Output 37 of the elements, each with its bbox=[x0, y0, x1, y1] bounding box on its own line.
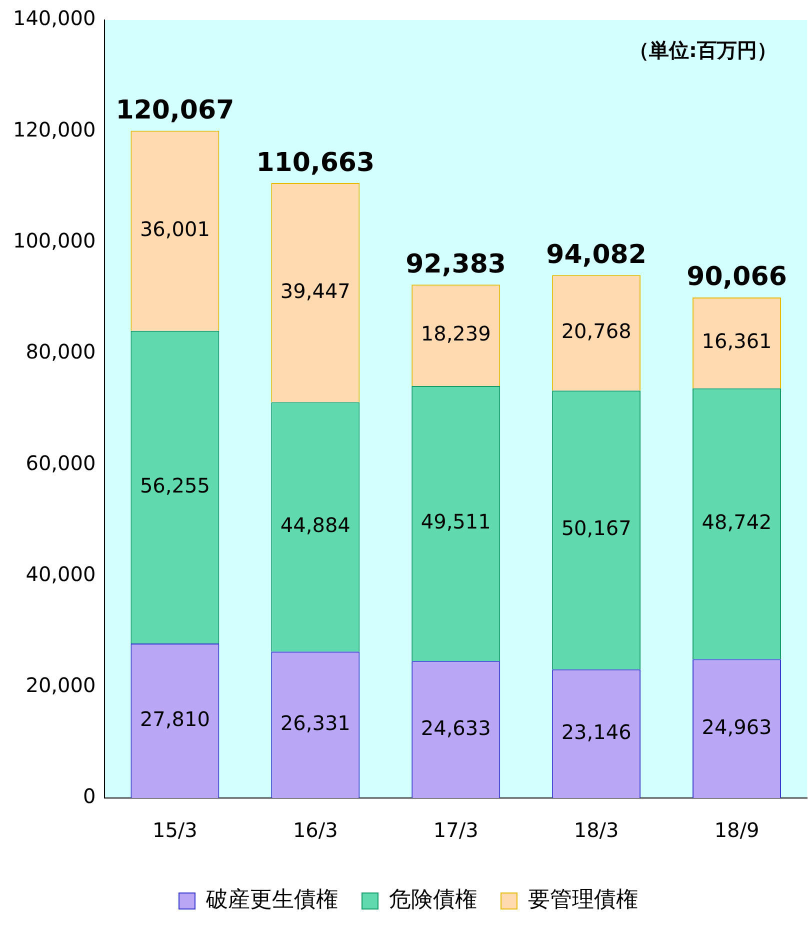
data-label: 36,001 bbox=[140, 217, 210, 242]
x-tick-label: 18/3 bbox=[574, 818, 619, 842]
data-label: 24,633 bbox=[420, 716, 491, 740]
data-label: 39,447 bbox=[280, 278, 350, 303]
data-label: 26,331 bbox=[280, 711, 350, 736]
data-label: 24,963 bbox=[702, 714, 772, 739]
legend-label: 要管理債権 bbox=[528, 888, 638, 913]
data-label: 44,884 bbox=[280, 513, 350, 538]
y-tick-label: 20,000 bbox=[26, 673, 96, 698]
data-label: 20,768 bbox=[561, 319, 632, 344]
y-tick-label: 0 bbox=[82, 784, 96, 808]
data-label: 27,810 bbox=[140, 706, 210, 731]
total-label: 110,663 bbox=[256, 148, 375, 178]
total-label: 94,082 bbox=[546, 240, 646, 270]
total-label: 90,066 bbox=[686, 262, 787, 292]
legend-label: 破産更生債権 bbox=[205, 888, 338, 913]
x-tick-label: 15/3 bbox=[152, 818, 198, 842]
y-tick-label: 60,000 bbox=[26, 450, 96, 475]
data-label: 49,511 bbox=[420, 510, 491, 534]
y-tick-label: 80,000 bbox=[26, 340, 96, 364]
total-label: 120,067 bbox=[116, 96, 234, 126]
y-tick-label: 120,000 bbox=[12, 117, 96, 142]
data-label: 50,167 bbox=[561, 516, 632, 540]
x-tick-label: 18/9 bbox=[714, 818, 760, 842]
data-label: 16,361 bbox=[702, 329, 772, 354]
legend-label: 危険債権 bbox=[389, 888, 477, 913]
y-tick-label: 40,000 bbox=[26, 562, 96, 586]
data-label: 56,255 bbox=[140, 473, 210, 498]
data-label: 18,239 bbox=[420, 321, 491, 346]
x-tick-label: 17/3 bbox=[433, 818, 478, 842]
total-label: 92,383 bbox=[406, 249, 506, 280]
data-label: 48,742 bbox=[702, 510, 772, 534]
data-label: 23,146 bbox=[561, 720, 632, 744]
y-tick-label: 140,000 bbox=[12, 6, 96, 30]
y-tick-label: 100,000 bbox=[12, 228, 96, 252]
annotation: （単位:百万円） bbox=[629, 38, 777, 62]
x-tick-label: 16/3 bbox=[292, 818, 338, 842]
